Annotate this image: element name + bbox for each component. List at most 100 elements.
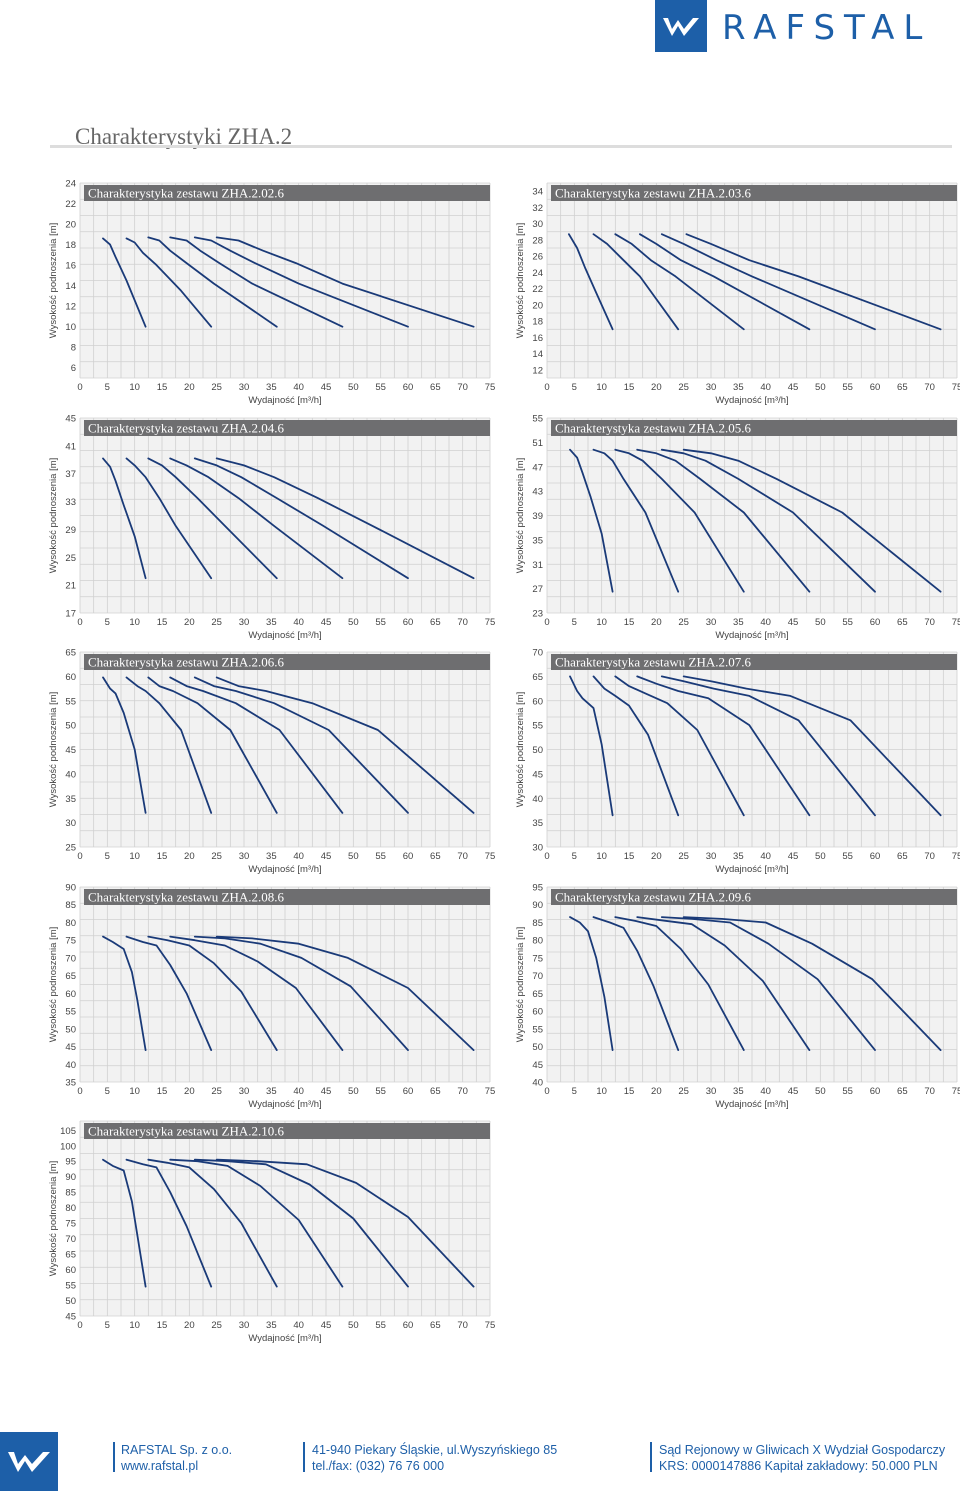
x-tick-label: 5 bbox=[105, 1320, 110, 1331]
y-tick-label: 65 bbox=[65, 1250, 76, 1261]
x-tick-label: 55 bbox=[375, 382, 386, 393]
y-tick-label: 60 bbox=[532, 696, 543, 707]
x-tick-label: 70 bbox=[457, 382, 468, 393]
x-tick-label: 35 bbox=[266, 617, 277, 628]
x-tick-label: 30 bbox=[239, 382, 250, 393]
y-tick-label: 34 bbox=[532, 187, 543, 198]
x-tick-label: 10 bbox=[129, 382, 140, 393]
x-tick-label: 0 bbox=[544, 617, 549, 628]
chart-title: Charakterystyka zestawu ZHA.2.09.6 bbox=[555, 890, 752, 905]
x-tick-label: 55 bbox=[842, 851, 853, 862]
x-tick-label: 20 bbox=[184, 617, 195, 628]
x-tick-label: 45 bbox=[788, 851, 799, 862]
x-tick-label: 5 bbox=[105, 1086, 110, 1097]
y-tick-label: 100 bbox=[60, 1141, 76, 1152]
x-axis-label: Wydajność [m³/h] bbox=[248, 1099, 321, 1110]
y-tick-label: 39 bbox=[532, 511, 543, 522]
y-tick-label: 60 bbox=[65, 1265, 76, 1276]
x-tick-label: 30 bbox=[706, 617, 717, 628]
y-tick-label: 37 bbox=[65, 469, 76, 480]
footer-court-block: Sąd Rejonowy w Gliwicach X Wydział Gospo… bbox=[659, 1442, 945, 1474]
x-tick-label: 20 bbox=[184, 1320, 195, 1331]
footer-divider bbox=[113, 1442, 115, 1472]
y-tick-label: 8 bbox=[71, 343, 76, 354]
y-tick-label: 50 bbox=[65, 1024, 76, 1035]
pump-curve bbox=[569, 448, 614, 593]
y-tick-label: 26 bbox=[532, 252, 543, 263]
chart-title-bar bbox=[84, 889, 490, 905]
y-tick-label: 16 bbox=[65, 261, 76, 272]
chart-title: Charakterystyka zestawu ZHA.2.04.6 bbox=[88, 421, 285, 436]
x-tick-label: 40 bbox=[293, 851, 304, 862]
pump-curve bbox=[614, 448, 745, 593]
page-title: Charakterystyki ZHA.2 bbox=[75, 124, 293, 149]
pump-curve bbox=[147, 236, 278, 328]
y-tick-label: 45 bbox=[65, 414, 76, 425]
pump-curve bbox=[569, 675, 614, 817]
pump-curve bbox=[636, 675, 811, 817]
x-tick-label: 75 bbox=[952, 1086, 960, 1097]
y-axis-label: Wysokość podnoszenia [m] bbox=[48, 458, 59, 574]
x-tick-label: 35 bbox=[733, 851, 744, 862]
pump-curve bbox=[682, 916, 942, 1052]
pump-curve bbox=[592, 233, 680, 331]
pump-curve bbox=[125, 237, 213, 328]
x-tick-label: 75 bbox=[485, 851, 496, 862]
y-tick-label: 85 bbox=[65, 1188, 76, 1199]
x-tick-label: 5 bbox=[572, 1086, 577, 1097]
pump-curve bbox=[685, 233, 942, 331]
y-tick-label: 20 bbox=[65, 220, 76, 231]
x-tick-label: 50 bbox=[348, 617, 359, 628]
y-tick-label: 90 bbox=[532, 900, 543, 911]
x-tick-label: 30 bbox=[706, 382, 717, 393]
x-tick-label: 45 bbox=[788, 1086, 799, 1097]
x-tick-label: 5 bbox=[105, 851, 110, 862]
x-tick-label: 5 bbox=[572, 382, 577, 393]
x-tick-label: 35 bbox=[733, 1086, 744, 1097]
x-tick-label: 55 bbox=[842, 617, 853, 628]
pump-curve bbox=[614, 916, 745, 1052]
x-tick-label: 45 bbox=[788, 382, 799, 393]
x-tick-label: 65 bbox=[897, 617, 908, 628]
x-tick-label: 30 bbox=[239, 617, 250, 628]
y-axis-label: Wysokość podnoszenia [m] bbox=[515, 927, 526, 1043]
x-tick-label: 25 bbox=[211, 851, 222, 862]
y-tick-label: 80 bbox=[532, 936, 543, 947]
x-tick-label: 15 bbox=[624, 851, 635, 862]
x-tick-label: 55 bbox=[375, 1086, 386, 1097]
x-tick-label: 60 bbox=[870, 851, 881, 862]
y-tick-label: 25 bbox=[65, 553, 76, 564]
chart-title: Charakterystyka zestawu ZHA.2.08.6 bbox=[88, 890, 285, 905]
x-axis-label: Wydajność [m³/h] bbox=[248, 1333, 321, 1344]
y-tick-label: 80 bbox=[65, 918, 76, 929]
pump-curve bbox=[660, 916, 876, 1052]
y-tick-label: 10 bbox=[65, 322, 76, 333]
x-tick-label: 65 bbox=[897, 1086, 908, 1097]
x-tick-label: 75 bbox=[485, 1086, 496, 1097]
pump-curve bbox=[193, 1158, 409, 1288]
x-tick-label: 50 bbox=[348, 382, 359, 393]
footer-phone: tel./fax: (032) 76 76 000 bbox=[312, 1459, 445, 1473]
y-tick-label: 41 bbox=[65, 441, 76, 452]
y-axis-label: Wysokość podnoszenia [m] bbox=[515, 223, 526, 339]
y-axis-label: Wysokość podnoszenia [m] bbox=[48, 927, 59, 1043]
y-tick-label: 70 bbox=[532, 971, 543, 982]
x-tick-label: 30 bbox=[706, 1086, 717, 1097]
x-tick-label: 20 bbox=[651, 382, 662, 393]
x-tick-label: 15 bbox=[157, 617, 168, 628]
chart-title: Charakterystyka zestawu ZHA.2.02.6 bbox=[88, 186, 285, 201]
x-tick-label: 10 bbox=[596, 1086, 607, 1097]
x-tick-label: 10 bbox=[129, 851, 140, 862]
x-tick-label: 35 bbox=[266, 1086, 277, 1097]
pump-curve bbox=[125, 457, 213, 580]
y-tick-label: 45 bbox=[65, 745, 76, 756]
footer-website-link[interactable]: www.rafstal.pl bbox=[121, 1459, 199, 1473]
y-axis-label: Wysokość podnoszenia [m] bbox=[515, 692, 526, 808]
y-axis-label: Wysokość podnoszenia [m] bbox=[48, 1161, 59, 1277]
x-axis-label: Wydajność [m³/h] bbox=[248, 395, 321, 406]
y-tick-label: 30 bbox=[532, 219, 543, 230]
pump-curve bbox=[169, 1158, 344, 1288]
x-tick-label: 45 bbox=[321, 1320, 332, 1331]
x-tick-label: 10 bbox=[596, 382, 607, 393]
y-tick-label: 14 bbox=[65, 281, 76, 292]
